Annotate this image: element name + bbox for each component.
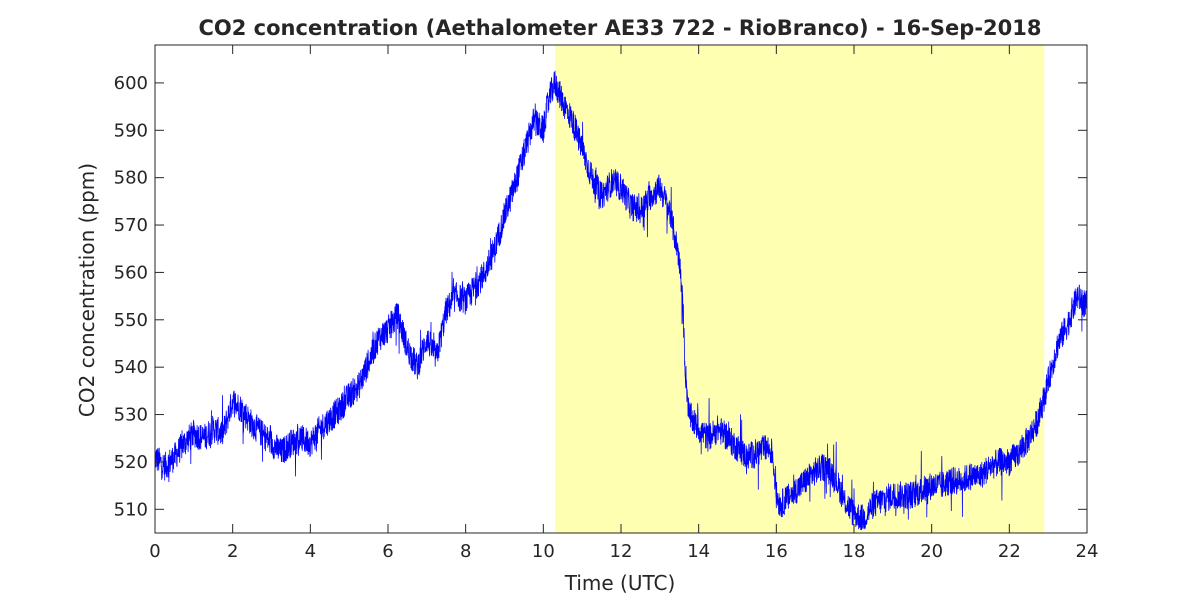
x-tick-label: 22 xyxy=(998,541,1021,562)
x-tick-label: 24 xyxy=(1076,541,1099,562)
y-tick-label: 570 xyxy=(114,215,148,236)
x-tick-label: 20 xyxy=(920,541,943,562)
x-tick-label: 8 xyxy=(460,541,471,562)
series-layer xyxy=(154,70,1088,531)
chart-title: CO2 concentration (Aethalometer AE33 722… xyxy=(199,16,1042,40)
x-axis-label: Time (UTC) xyxy=(564,571,676,595)
x-tick-label: 14 xyxy=(687,541,710,562)
x-tick-label: 10 xyxy=(532,541,555,562)
y-tick-label: 530 xyxy=(114,405,148,426)
y-tick-label: 510 xyxy=(114,499,148,520)
x-tick-label: 6 xyxy=(382,541,393,562)
axis-layer: 0 2 4 6 8 10 12 14 16 18 20 22 245105205305405505605… xyxy=(114,45,1099,562)
y-tick-label: 600 xyxy=(114,73,148,94)
y-tick-label: 550 xyxy=(114,310,148,331)
x-tick-label: 0 xyxy=(149,541,160,562)
y-tick-label: 560 xyxy=(114,262,148,283)
y-tick-label: 590 xyxy=(114,120,148,141)
x-tick-label: 18 xyxy=(843,541,866,562)
x-tick-label: 12 xyxy=(610,541,633,562)
x-tick-label: 4 xyxy=(305,541,316,562)
y-tick-label: 520 xyxy=(114,452,148,473)
x-tick-label: 2 xyxy=(227,541,238,562)
highlight-band xyxy=(554,45,1045,533)
y-tick-label: 580 xyxy=(114,168,148,189)
series-line xyxy=(154,70,1088,531)
highlight-band-layer xyxy=(554,45,1045,533)
y-axis-label: CO2 concentration (ppm) xyxy=(75,163,99,417)
y-tick-label: 540 xyxy=(114,357,148,378)
x-tick-label: 16 xyxy=(765,541,788,562)
